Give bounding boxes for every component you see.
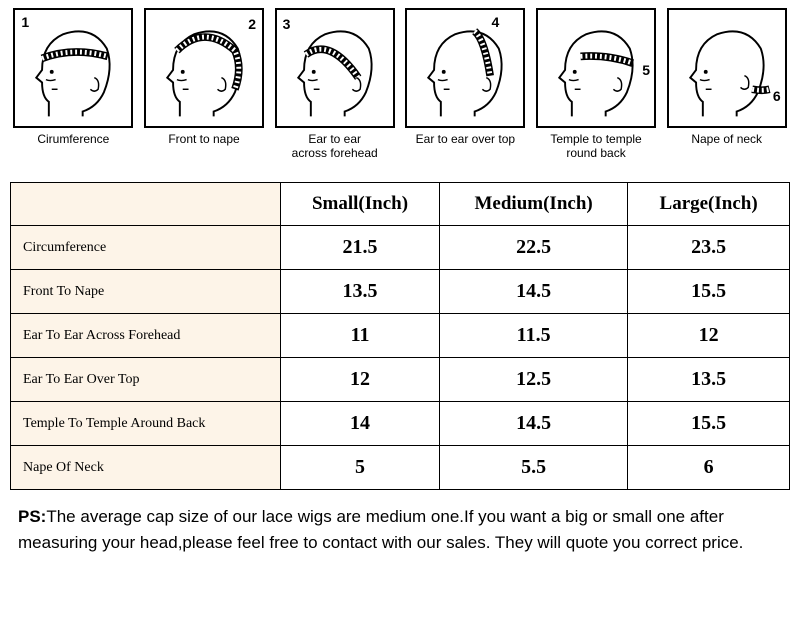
row-label: Ear To Ear Across Forehead [11, 314, 281, 358]
diagram-temple-back: 5 Temple to templeround back [533, 8, 660, 162]
row-label: Nape Of Neck [11, 446, 281, 490]
cell: 5.5 [440, 446, 628, 490]
cell: 12.5 [440, 358, 628, 402]
table-row: Front To Nape 13.5 14.5 15.5 [11, 270, 790, 314]
row-label: Temple To Temple Around Back [11, 402, 281, 446]
cell: 22.5 [440, 226, 628, 270]
head-icon [277, 10, 393, 126]
table-row: Ear To Ear Over Top 12 12.5 13.5 [11, 358, 790, 402]
head-icon [407, 10, 523, 126]
table-row: Ear To Ear Across Forehead 11 11.5 12 [11, 314, 790, 358]
diagram-number: 3 [283, 16, 291, 32]
diagram-row: 1 Cirumference 2 [10, 8, 790, 162]
cell: 12 [281, 358, 440, 402]
diagram-box: 5 [536, 8, 656, 128]
cell: 13.5 [281, 270, 440, 314]
cell: 6 [628, 446, 790, 490]
head-icon [538, 10, 654, 126]
diagram-box: 6 [667, 8, 787, 128]
row-label: Ear To Ear Over Top [11, 358, 281, 402]
cell: 15.5 [628, 402, 790, 446]
col-medium: Medium(Inch) [440, 183, 628, 226]
row-label: Circumference [11, 226, 281, 270]
size-table: Small(Inch) Medium(Inch) Large(Inch) Cir… [10, 182, 790, 490]
cell: 15.5 [628, 270, 790, 314]
cell: 12 [628, 314, 790, 358]
diagram-number: 6 [773, 88, 781, 104]
diagram-box: 3 [275, 8, 395, 128]
diagram-label: Front to nape [168, 132, 239, 162]
table-header-row: Small(Inch) Medium(Inch) Large(Inch) [11, 183, 790, 226]
diagram-label: Nape of neck [691, 132, 762, 162]
table-row: Circumference 21.5 22.5 23.5 [11, 226, 790, 270]
table-body: Circumference 21.5 22.5 23.5 Front To Na… [11, 226, 790, 490]
diagram-ear-over-top: 4 Ear to ear over top [402, 8, 529, 162]
cell: 14 [281, 402, 440, 446]
cell: 23.5 [628, 226, 790, 270]
row-label: Front To Nape [11, 270, 281, 314]
diagram-box: 4 [405, 8, 525, 128]
diagram-label: Cirumference [37, 132, 109, 162]
diagram-ear-forehead: 3 Ear to earacross forehead [271, 8, 398, 162]
head-icon [15, 10, 131, 126]
table-corner [11, 183, 281, 226]
head-icon [669, 10, 785, 126]
cell: 21.5 [281, 226, 440, 270]
diagram-number: 5 [642, 62, 650, 78]
diagram-nape: 6 Nape of neck [663, 8, 790, 162]
diagram-number: 2 [248, 16, 256, 32]
table-row: Nape Of Neck 5 5.5 6 [11, 446, 790, 490]
ps-prefix: PS: [18, 507, 46, 526]
col-small: Small(Inch) [281, 183, 440, 226]
diagram-label: Ear to ear over top [416, 132, 515, 162]
diagram-circumference: 1 Cirumference [10, 8, 137, 162]
diagram-number: 1 [21, 14, 29, 30]
cell: 13.5 [628, 358, 790, 402]
diagram-box: 2 [144, 8, 264, 128]
cell: 5 [281, 446, 440, 490]
diagram-label: Ear to earacross forehead [292, 132, 378, 162]
ps-note: PS:The average cap size of our lace wigs… [10, 504, 790, 555]
diagram-number: 4 [492, 14, 500, 30]
cell: 11 [281, 314, 440, 358]
head-icon [146, 10, 262, 126]
cell: 14.5 [440, 270, 628, 314]
col-large: Large(Inch) [628, 183, 790, 226]
cell: 11.5 [440, 314, 628, 358]
diagram-box: 1 [13, 8, 133, 128]
ps-text: The average cap size of our lace wigs ar… [18, 507, 743, 552]
diagram-front-to-nape: 2 Front to nape [141, 8, 268, 162]
diagram-label: Temple to templeround back [550, 132, 641, 162]
cell: 14.5 [440, 402, 628, 446]
table-row: Temple To Temple Around Back 14 14.5 15.… [11, 402, 790, 446]
